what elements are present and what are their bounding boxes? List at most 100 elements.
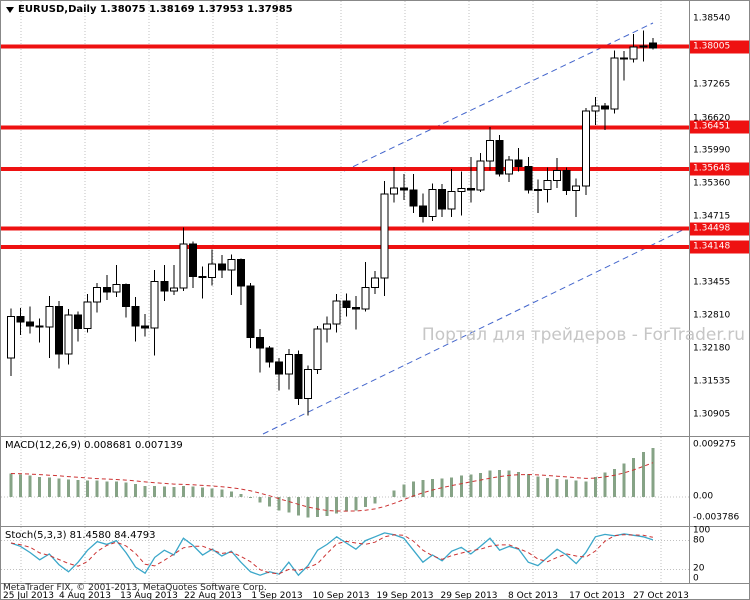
candle-body[interactable]	[390, 187, 399, 195]
candle-body[interactable]	[399, 187, 408, 191]
candle-body[interactable]	[256, 336, 265, 349]
axis-label: 1.30905	[693, 409, 731, 420]
candle-body[interactable]	[323, 323, 332, 330]
trendline[interactable]	[262, 226, 689, 435]
candle-body[interactable]	[45, 305, 54, 328]
chart-menu-icon[interactable]	[6, 6, 14, 13]
candle-body[interactable]	[332, 300, 341, 325]
macd-panel[interactable]: 0.009275 0.00 -0.003786 MACD(12,26,9) 0.00…	[1, 436, 749, 526]
candle-body[interactable]	[380, 193, 389, 279]
stochastic-panel[interactable]: 100 80 20 0 Stoch(5,3,3) 81.4580 84.4793	[1, 526, 749, 584]
candle-body[interactable]	[217, 263, 226, 271]
axis-label: 1.31535	[693, 376, 731, 387]
candle-body[interactable]	[610, 57, 619, 110]
candle-body[interactable]	[150, 280, 159, 329]
chart-title: EURUSD,Daily 1.38075 1.38169 1.37953 1.3…	[6, 4, 293, 15]
candle-body[interactable]	[447, 191, 456, 210]
candle-body[interactable]	[457, 188, 466, 193]
price-chart-plot[interactable]	[1, 1, 689, 436]
candle-body[interactable]	[208, 263, 217, 278]
candle-body[interactable]	[236, 259, 245, 287]
candle-body[interactable]	[74, 314, 83, 330]
axis-label: 80	[693, 535, 705, 546]
stochastic-axis[interactable]: 100 80 20 0	[689, 526, 749, 584]
macd-axis[interactable]: 0.009275 0.00 -0.003786	[689, 437, 749, 526]
candle-body[interactable]	[514, 159, 523, 167]
candle-body[interactable]	[629, 46, 638, 60]
candle-body[interactable]	[524, 165, 533, 191]
axis-label: 1.35990	[693, 145, 731, 156]
candle-body[interactable]	[581, 110, 590, 187]
candle-body[interactable]	[121, 284, 130, 307]
candle-body[interactable]	[16, 316, 25, 323]
candle-body[interactable]	[189, 243, 198, 277]
candle-body[interactable]	[361, 287, 370, 310]
candle-body[interactable]	[265, 347, 274, 363]
axis-label: 1.33455	[693, 277, 731, 288]
candle-body[interactable]	[26, 321, 35, 327]
macd-plot[interactable]	[1, 437, 689, 526]
candle-body[interactable]	[639, 45, 648, 48]
candle-body[interactable]	[131, 305, 140, 327]
candle-body[interactable]	[102, 287, 111, 293]
candle-body[interactable]	[591, 105, 600, 112]
level-price-tag: 1.34148	[690, 240, 749, 254]
time-axis[interactable]: MetaTrader FIX, © 2001-2013, MetaQuotes …	[1, 583, 749, 600]
candle-body[interactable]	[351, 306, 360, 310]
candle-body[interactable]	[169, 287, 178, 292]
candle-body[interactable]	[303, 369, 312, 400]
candle-body[interactable]	[371, 277, 380, 289]
candle-body[interactable]	[438, 189, 447, 210]
candle-body[interactable]	[409, 189, 418, 207]
axis-label: 0.009275	[693, 439, 736, 450]
price-axis[interactable]: 1.38540 1.37265 1.36620 1.35990 1.35360 1.347…	[689, 1, 749, 436]
axis-label: 1.38540	[693, 13, 731, 24]
candle-body[interactable]	[553, 169, 562, 181]
date-label: 8 Oct 2013	[508, 591, 558, 600]
candle-body[interactable]	[112, 284, 121, 293]
level-price-tag: 1.36451	[690, 120, 749, 134]
axis-label: 0	[693, 573, 699, 584]
candle-body[interactable]	[505, 159, 514, 175]
date-label: 25 Jul 2013	[3, 591, 54, 600]
candle-body[interactable]	[35, 325, 44, 328]
candle-body[interactable]	[141, 325, 150, 329]
candle-body[interactable]	[246, 285, 255, 338]
candle-body[interactable]	[284, 354, 293, 375]
date-label: 10 Sep 2013	[312, 591, 370, 600]
candle-body[interactable]	[7, 316, 15, 359]
candle-body[interactable]	[466, 188, 475, 191]
candle-body[interactable]	[83, 301, 92, 330]
candle-body[interactable]	[562, 169, 571, 192]
axis-label: 1.36620	[693, 113, 731, 124]
candle-body[interactable]	[418, 205, 427, 218]
candle-body[interactable]	[486, 139, 494, 162]
candle-body[interactable]	[620, 57, 629, 60]
candle-body[interactable]	[54, 305, 63, 355]
candle-body[interactable]	[93, 287, 102, 303]
candle-body[interactable]	[543, 179, 552, 191]
candle-body[interactable]	[294, 354, 303, 400]
candle-body[interactable]	[572, 185, 581, 192]
candle-body[interactable]	[198, 275, 207, 278]
candle-body[interactable]	[160, 280, 169, 292]
candle-body[interactable]	[428, 189, 437, 218]
candle-body[interactable]	[476, 160, 485, 191]
axis-label: 1.32810	[693, 310, 731, 321]
candle-body[interactable]	[179, 243, 188, 289]
candle-body[interactable]	[495, 139, 504, 175]
candle-body[interactable]	[313, 328, 322, 371]
candle-body[interactable]	[342, 300, 351, 308]
main-chart-panel[interactable]: 1.38540 1.37265 1.36620 1.35990 1.35360 1.347…	[1, 1, 749, 436]
date-label: 29 Sep 2013	[440, 591, 498, 600]
stochastic-plot[interactable]	[1, 527, 689, 583]
candle-body[interactable]	[275, 361, 284, 375]
candle-body[interactable]	[600, 105, 609, 110]
date-label: 27 Oct 2013	[633, 591, 689, 600]
candle-body[interactable]	[648, 42, 657, 49]
candle-body[interactable]	[64, 314, 73, 355]
candle-body[interactable]	[227, 259, 236, 271]
chart-title-text: EURUSD,Daily 1.38075 1.38169 1.37953 1.3…	[18, 4, 293, 15]
candle-body[interactable]	[533, 189, 542, 192]
